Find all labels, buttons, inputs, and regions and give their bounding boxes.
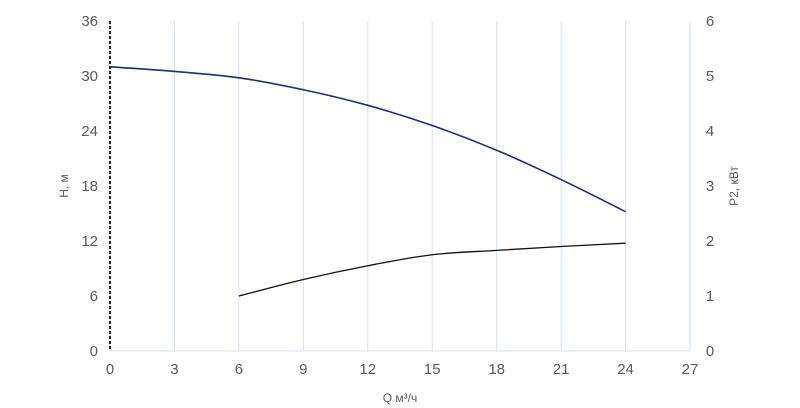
x-tick-label: 18 bbox=[488, 361, 505, 378]
y-left-tick-label: 12 bbox=[81, 233, 98, 250]
y-right-tick-label: 3 bbox=[706, 178, 714, 195]
y-left-tick-label: 36 bbox=[81, 13, 98, 30]
y-right-tick-label: 6 bbox=[706, 13, 714, 30]
head-curve-line bbox=[109, 66, 626, 213]
y-right-tick-label: 1 bbox=[706, 288, 714, 305]
y-left-tick-label: 30 bbox=[81, 68, 98, 85]
x-tick-label: 12 bbox=[359, 361, 376, 378]
y-right-tick-label: 2 bbox=[706, 233, 714, 250]
y-left-tick-label: 18 bbox=[81, 178, 98, 195]
y-left-tick-label: 24 bbox=[81, 123, 98, 140]
x-tick-label: 0 bbox=[106, 361, 114, 378]
axes bbox=[109, 21, 690, 352]
power-curve-line bbox=[238, 242, 626, 297]
x-tick-label: 3 bbox=[170, 361, 178, 378]
y-right-tick-label: 5 bbox=[706, 68, 714, 85]
x-axis-label: Q м³/ч bbox=[383, 391, 418, 405]
x-tick-label: 6 bbox=[235, 361, 243, 378]
y-right-tick-label: 0 bbox=[706, 343, 714, 360]
x-tick-label: 9 bbox=[299, 361, 307, 378]
x-tick-label: 24 bbox=[617, 361, 634, 378]
y-axis-right-label: P2, кВт bbox=[727, 166, 741, 206]
y-axis-left-label: H, м bbox=[57, 174, 71, 198]
x-tick-label: 27 bbox=[682, 361, 699, 378]
series-lines bbox=[109, 66, 626, 297]
x-tick-label: 15 bbox=[424, 361, 441, 378]
y-left-tick-label: 6 bbox=[90, 288, 98, 305]
y-right-tick-label: 4 bbox=[706, 123, 714, 140]
x-tick-label: 21 bbox=[553, 361, 570, 378]
vertical-grid bbox=[109, 21, 691, 351]
y-left-tick-label: 0 bbox=[90, 343, 98, 360]
